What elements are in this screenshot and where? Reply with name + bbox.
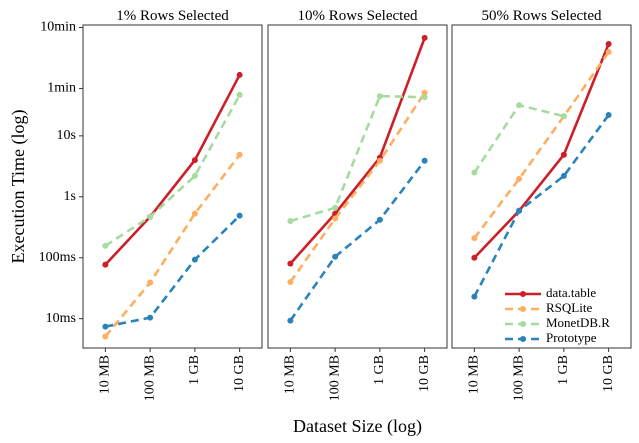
data-point <box>287 260 294 267</box>
panel-title: 50% Rows Selected <box>482 8 602 24</box>
legend-label: RSQLite <box>546 300 592 315</box>
x-tick-label: 100 MB <box>142 355 157 401</box>
data-point <box>605 40 612 47</box>
series-line <box>104 74 241 266</box>
legend-label: Prototype <box>546 330 597 345</box>
data-point <box>191 172 198 179</box>
panel-title: 10% Rows Selected <box>298 8 418 24</box>
panel-frame <box>451 24 632 349</box>
data-point <box>287 278 294 285</box>
data-point <box>102 242 109 249</box>
series-line <box>105 214 241 328</box>
data-point <box>236 91 243 98</box>
panel-frame <box>82 24 263 349</box>
legend-marker <box>520 336 526 342</box>
data-point <box>236 151 243 158</box>
legend-marker <box>520 291 526 297</box>
data-point <box>421 89 428 96</box>
data-point <box>605 112 612 119</box>
y-tick-label: 10ms <box>46 311 76 326</box>
x-tick-label: 1 GB <box>372 355 387 385</box>
legend-label: MonetDB.R <box>546 315 610 330</box>
data-point <box>287 317 294 324</box>
data-point <box>376 157 383 164</box>
series-line <box>289 159 426 322</box>
data-point <box>560 172 567 179</box>
series-line <box>290 94 425 223</box>
data-point <box>147 279 154 286</box>
data-point <box>421 34 428 41</box>
series-line <box>473 43 610 259</box>
x-tick-label: 100 MB <box>327 355 342 401</box>
x-tick-label: 10 GB <box>417 355 432 392</box>
panel-title: 1% Rows Selected <box>116 8 229 24</box>
y-tick-label: 1min <box>47 81 76 96</box>
data-point <box>516 207 523 214</box>
series-line <box>104 94 241 247</box>
legend-label: data.table <box>546 285 596 300</box>
series-line <box>473 103 565 174</box>
x-tick-label: 100 MB <box>511 355 526 401</box>
data-point <box>147 213 154 220</box>
y-tick-label: 1s <box>64 189 76 204</box>
data-point <box>102 333 109 340</box>
data-point <box>236 212 243 219</box>
data-point <box>191 157 198 164</box>
data-point <box>376 216 383 223</box>
series-line <box>473 114 610 298</box>
panel-frame <box>267 24 448 349</box>
data-point <box>147 314 154 321</box>
x-tick-label: 10 MB <box>467 355 482 394</box>
data-point <box>287 218 294 225</box>
data-point <box>471 169 478 176</box>
y-tick-label: 10s <box>57 128 76 143</box>
data-point <box>421 94 428 101</box>
series-line <box>104 153 241 338</box>
data-point <box>421 157 428 164</box>
legend-marker <box>520 321 526 327</box>
y-axis-label: Execution Time (log) <box>8 110 29 264</box>
data-point <box>332 204 339 211</box>
data-point <box>236 71 243 78</box>
data-point <box>102 323 109 330</box>
data-point <box>471 235 478 242</box>
legend-marker <box>520 306 526 312</box>
data-point <box>471 254 478 261</box>
data-point <box>471 293 478 300</box>
series-line <box>473 51 610 239</box>
data-point <box>560 151 567 158</box>
x-tick-label: 10 MB <box>98 355 113 394</box>
y-tick-label: 10min <box>40 20 76 35</box>
x-tick-label: 10 GB <box>601 355 616 392</box>
x-axis-label: Dataset Size (log) <box>293 416 422 437</box>
x-tick-label: 1 GB <box>556 355 571 385</box>
data-point <box>516 175 523 182</box>
data-point <box>191 210 198 217</box>
data-point <box>560 113 567 120</box>
x-tick-label: 10 MB <box>283 355 298 394</box>
data-point <box>191 256 198 263</box>
x-tick-label: 1 GB <box>187 355 202 385</box>
x-tick-label: 10 GB <box>232 355 247 392</box>
y-tick-label: 100ms <box>39 250 76 265</box>
data-point <box>376 93 383 100</box>
data-point <box>102 261 109 268</box>
data-point <box>605 48 612 55</box>
data-point <box>516 102 523 109</box>
data-point <box>332 253 339 260</box>
data-point <box>332 215 339 222</box>
